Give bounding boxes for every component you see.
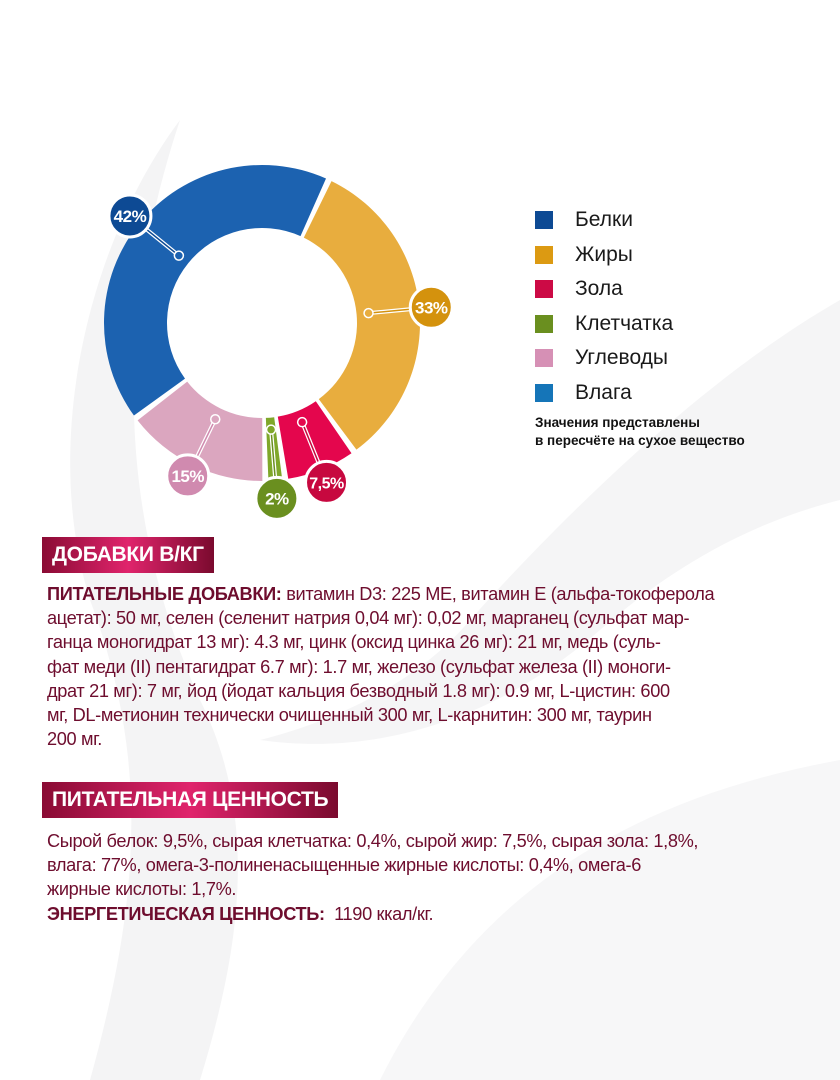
label-text: 7,5% xyxy=(309,475,344,492)
legend-swatch xyxy=(535,383,553,402)
data-label-2: 2% xyxy=(254,424,300,521)
leader-dot xyxy=(210,413,221,425)
donut-slice-0 xyxy=(303,181,420,450)
data-label-1: 7,5% xyxy=(296,416,350,505)
text-line: жирные кислоты: 1,7%. xyxy=(47,879,237,900)
text-line: ганца моногидрат 13 мг): 4.3 мг, цинк (о… xyxy=(47,632,661,653)
note-line: Значения представлены xyxy=(535,415,700,430)
legend-item-fiber: Клетчатка xyxy=(535,307,673,342)
data-label-4: 42% xyxy=(107,193,185,261)
donut-chart: 33% 7,5% 2% 15% 42% xyxy=(104,165,454,521)
additives-heading: ДОБАВКИ В/КГ xyxy=(42,537,214,573)
data-label-3: 15% xyxy=(165,413,221,499)
text-line-content: витамин D3: 225 МЕ, витамин Е (альфа-ток… xyxy=(281,584,715,604)
label-badge xyxy=(254,475,300,521)
legend-item-carbs: Углеводы xyxy=(535,341,673,376)
energy-line: ЭНЕРГЕТИЧЕСКАЯ ЦЕННОСТЬ: 1190 ккал/кг. xyxy=(47,902,698,926)
legend-label: Зола xyxy=(575,277,623,301)
legend-swatch xyxy=(535,349,553,368)
label-badge xyxy=(408,284,454,330)
leader-dot xyxy=(265,424,277,435)
text-line: фат меди (II) пентагидрат 6.7 мг): 1.7 м… xyxy=(47,656,671,677)
text-line: влага: 77%, омега-3-полиненасыщенные жир… xyxy=(47,855,641,876)
legend-item-fat: Жиры xyxy=(535,238,673,273)
legend-swatch xyxy=(535,211,553,230)
donut-slice-4 xyxy=(104,165,327,416)
legend-swatch xyxy=(535,314,553,333)
leader-dot xyxy=(173,250,185,261)
legend-label: Углеводы xyxy=(575,346,669,370)
donut-slice-1 xyxy=(277,401,352,479)
label-text: 2% xyxy=(265,489,289,508)
additives-text: ПИТАТЕЛЬНЫЕ ДОБАВКИ: витамин D3: 225 МЕ,… xyxy=(47,582,715,751)
text-line: драт 21 мг): 7 мг, йод (йодат кальция бе… xyxy=(47,680,670,701)
energy-value: 1190 ккал/кг. xyxy=(334,903,434,924)
data-label-0: 33% xyxy=(363,284,454,330)
donut-slice-3 xyxy=(137,381,263,481)
legend-item-moisture: Влага xyxy=(535,376,673,411)
energy-label: ЭНЕРГЕТИЧЕСКАЯ ЦЕННОСТЬ: xyxy=(47,903,325,924)
text-line: Сырой белок: 9,5%, сырая клетчатка: 0,4%… xyxy=(47,831,699,851)
legend-item-protein: Белки xyxy=(535,203,673,238)
label-badge xyxy=(165,453,211,499)
label-text: 33% xyxy=(415,298,448,317)
legend-item-ash: Зола xyxy=(535,272,673,307)
nutrition-heading: ПИТАТЕЛЬНАЯ ЦЕННОСТЬ xyxy=(42,782,339,818)
text-line: ПИТАТЕЛЬНЫЕ ДОБАВКИ: витамин D3: 225 МЕ,… xyxy=(47,582,715,606)
legend-label: Белки xyxy=(575,208,633,232)
label-text: 15% xyxy=(171,467,204,486)
chart-note: Значения представлены в пересчёте на сух… xyxy=(535,414,745,450)
legend-label: Клетчатка xyxy=(575,311,674,335)
leader-dot xyxy=(363,307,374,319)
label-text: 42% xyxy=(114,207,147,226)
legend-swatch xyxy=(535,245,553,264)
legend-label: Жиры xyxy=(575,242,633,266)
leader-dot xyxy=(296,416,308,428)
note-line: в пересчёте на сухое вещество xyxy=(535,433,745,448)
chart-legend: Белки Жиры Зола Клетчатка Углеводы Влага xyxy=(535,203,673,410)
text-line: ацетат): 50 мг, селен (селенит натрия 0,… xyxy=(47,608,690,629)
text-line: мг, DL-метионин технически очищенный 300… xyxy=(47,705,652,726)
label-badge xyxy=(107,193,153,239)
legend-swatch xyxy=(535,280,553,299)
label-badge xyxy=(304,459,350,505)
additives-label: ПИТАТЕЛЬНЫЕ ДОБАВКИ: xyxy=(47,584,282,604)
legend-label: Влага xyxy=(575,380,632,404)
text-line: 200 мг. xyxy=(47,729,102,750)
nutrition-text: Сырой белок: 9,5%, сырая клетчатка: 0,4%… xyxy=(47,829,698,926)
